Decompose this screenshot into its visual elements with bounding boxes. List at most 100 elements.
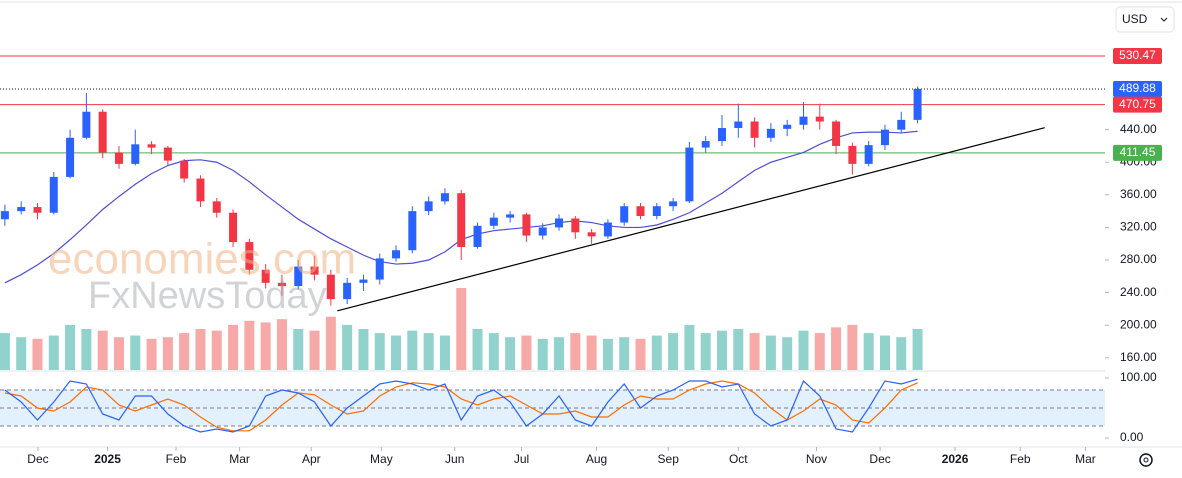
candle-body — [783, 124, 792, 129]
y-tick-label: 160.00 — [1120, 350, 1157, 364]
volume-bar — [32, 338, 43, 370]
volume-bar — [586, 335, 597, 370]
candle-body — [897, 119, 906, 130]
candle-body — [212, 201, 221, 213]
volume-bar — [342, 324, 353, 370]
volume-bar — [260, 322, 271, 370]
candle-body — [620, 206, 629, 223]
price-level-box — [1113, 96, 1162, 113]
volume-bar — [619, 337, 630, 370]
volume-bar — [439, 335, 450, 370]
volume-bar — [749, 333, 760, 370]
candle-body — [98, 111, 107, 153]
candle-body — [408, 211, 417, 251]
volume-bar — [146, 338, 157, 370]
watermark-text: economies.com — [48, 235, 356, 284]
volume-bar — [179, 333, 190, 370]
candle-body — [440, 193, 449, 202]
settings-button[interactable] — [1139, 453, 1153, 467]
volume-bar — [896, 337, 907, 370]
volume-bar — [0, 333, 10, 370]
candle-body — [669, 201, 678, 207]
candle-body — [33, 207, 42, 213]
y-tick-label: 320.00 — [1120, 220, 1157, 234]
candle-body — [0, 211, 9, 220]
volume-bar — [668, 333, 679, 370]
candle-body — [310, 266, 319, 275]
volume-bar — [537, 338, 548, 370]
y-tick-label: 280.00 — [1120, 252, 1157, 266]
candle-body — [636, 206, 645, 217]
volume-bar — [293, 329, 304, 370]
volume-bar — [211, 330, 222, 370]
volume-bar — [65, 324, 76, 370]
volume-bar — [700, 333, 711, 370]
gear-center[interactable] — [1143, 457, 1149, 463]
candle-body — [603, 222, 612, 237]
stochastic-line — [4, 380, 918, 432]
volume-bar — [521, 335, 532, 370]
x-tick-label: Feb — [1010, 452, 1031, 466]
price-level-label: 530.47 — [1119, 48, 1156, 62]
candle-body — [522, 214, 531, 236]
volume-bar — [798, 330, 809, 370]
candle-body — [750, 121, 759, 138]
volume-bar — [782, 337, 793, 370]
x-tick-label: Oct — [729, 452, 748, 466]
currency-select[interactable]: USD — [1115, 6, 1175, 33]
x-tick-label: May — [370, 452, 393, 466]
candle-body — [717, 128, 726, 142]
stochastic-line — [4, 378, 918, 433]
x-tick-label: Jul — [514, 452, 529, 466]
volume-bar — [162, 337, 173, 370]
volume-bar — [472, 329, 483, 370]
x-tick-label: Aug — [586, 452, 607, 466]
candle-body — [392, 250, 401, 259]
price-level-box — [1113, 81, 1162, 98]
candle-body — [147, 144, 156, 148]
volume-bar — [113, 337, 124, 370]
x-tick-label: 2025 — [94, 452, 121, 466]
volume-bar — [716, 330, 727, 370]
candle-body — [864, 145, 873, 164]
candle-body — [848, 145, 857, 164]
candle-body — [245, 242, 254, 270]
chevron-icon[interactable] — [1160, 17, 1168, 22]
candle-body — [180, 160, 189, 179]
watermark: economies.com FxNewsToday — [48, 235, 356, 317]
volume-bar — [879, 335, 890, 370]
y-tick-label: 360.00 — [1120, 187, 1157, 201]
x-tick-label: Dec — [869, 452, 890, 466]
volume-bar — [391, 335, 402, 370]
x-tick-label: Dec — [27, 452, 48, 466]
volume-bar — [765, 335, 776, 370]
candle-body — [17, 207, 26, 212]
gear-icon[interactable] — [1139, 453, 1153, 467]
x-tick-label: Nov — [806, 452, 827, 466]
candle-body — [277, 282, 286, 287]
x-tick-label: Jun — [445, 452, 464, 466]
x-tick-label: Sep — [658, 452, 680, 466]
candle-body — [261, 269, 270, 283]
price-level-label: 470.75 — [1119, 97, 1156, 111]
volume-bar — [635, 338, 646, 370]
volume-bar — [16, 337, 27, 370]
currency-box[interactable] — [1115, 6, 1175, 33]
candle-body — [832, 121, 841, 146]
candle-body — [587, 232, 596, 237]
volume-bar — [244, 320, 255, 370]
volume-bar — [505, 337, 516, 370]
candle-body — [571, 218, 580, 233]
y-tick-label: 240.00 — [1120, 285, 1157, 299]
volume-bar — [554, 337, 565, 370]
volume-bar — [488, 333, 499, 370]
volume-bar — [407, 330, 418, 370]
candle-body — [701, 141, 710, 148]
price-level-label: 489.88 — [1119, 81, 1156, 95]
x-tick-label: Mar — [1075, 452, 1096, 466]
candle-body — [229, 212, 238, 243]
currency-label[interactable]: USD — [1122, 12, 1148, 26]
candle-body — [880, 129, 889, 146]
y-tick-label: 0.00 — [1120, 430, 1144, 444]
